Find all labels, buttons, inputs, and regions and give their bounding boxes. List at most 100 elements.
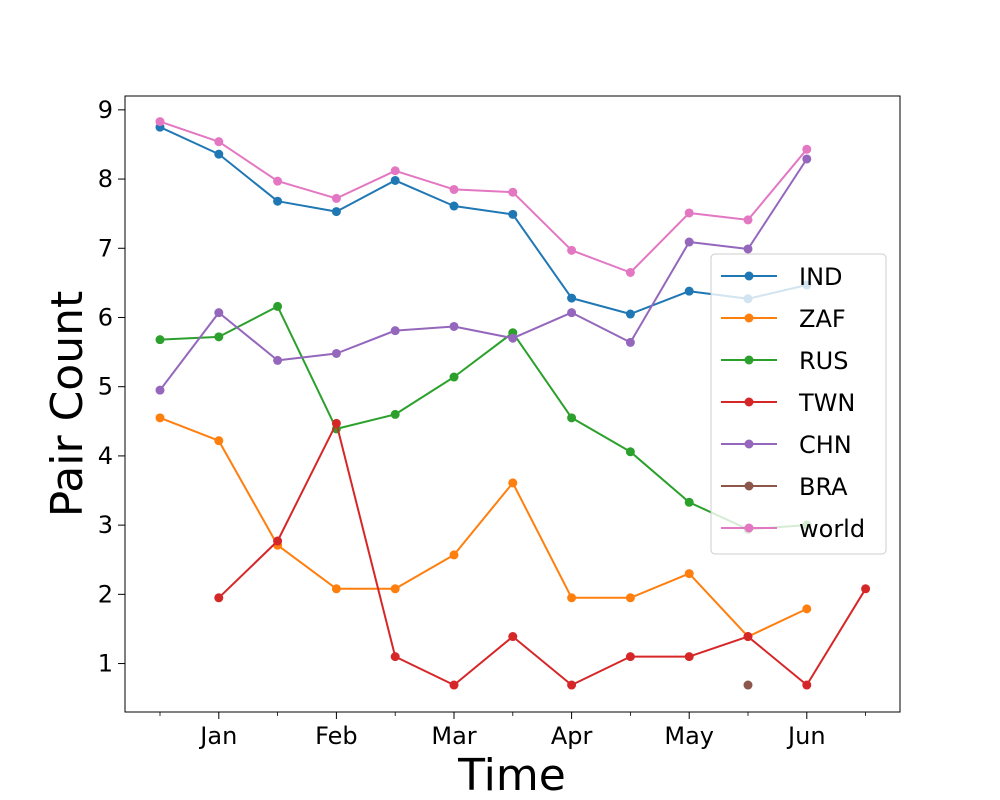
legend-item-bra: BRA	[721, 473, 848, 501]
data-point	[684, 208, 694, 218]
data-point	[331, 348, 341, 358]
legend: IND ZAF RUS TWN CHN BRA world	[710, 253, 887, 555]
data-point	[625, 267, 635, 277]
data-point	[508, 187, 518, 197]
legend-label: CHN	[799, 431, 852, 459]
y-tick-label: 6	[98, 303, 113, 331]
data-point	[390, 326, 400, 336]
y-tick-label: 9	[98, 96, 113, 124]
x-tick-label: Jun	[786, 722, 826, 750]
legend-marker	[744, 523, 754, 533]
data-point	[684, 286, 694, 296]
legend-items: IND ZAF RUS TWN CHN BRA world	[721, 263, 865, 543]
data-point	[449, 321, 459, 331]
series-chn	[155, 154, 812, 395]
data-point	[743, 215, 753, 225]
data-point	[625, 309, 635, 319]
legend-item-zaf: ZAF	[721, 305, 846, 333]
legend-label: RUS	[799, 347, 848, 375]
x-axis: Jan Feb Mar Apr May Jun	[159, 712, 866, 750]
data-point	[449, 550, 459, 560]
data-point	[802, 604, 812, 614]
series-twn	[214, 418, 871, 690]
data-point	[567, 293, 577, 303]
data-point	[331, 418, 341, 428]
legend-box	[710, 253, 887, 555]
legend-item-chn: CHN	[721, 431, 852, 459]
data-point	[625, 652, 635, 662]
data-point	[449, 201, 459, 211]
data-point	[743, 680, 753, 690]
y-tick-label: 8	[98, 165, 113, 193]
data-point	[567, 680, 577, 690]
data-point	[802, 154, 812, 164]
data-point	[508, 333, 518, 343]
data-point	[214, 149, 224, 159]
data-point	[508, 632, 518, 642]
x-tick-label: May	[664, 722, 714, 750]
data-point	[331, 193, 341, 203]
data-point	[273, 196, 283, 206]
data-point	[684, 497, 694, 507]
data-point	[743, 632, 753, 642]
data-point	[861, 584, 871, 594]
series-world	[155, 117, 812, 277]
data-point	[567, 593, 577, 603]
data-point	[625, 337, 635, 347]
data-point	[273, 301, 283, 311]
y-axis: 1 2 3 4 5 6 7 8 9	[98, 96, 125, 678]
data-point	[390, 652, 400, 662]
series-line	[159, 120, 808, 274]
data-point	[567, 245, 577, 255]
y-axis-title: Pair Count	[42, 291, 93, 518]
y-tick-label: 1	[98, 650, 113, 678]
data-point	[331, 584, 341, 594]
y-tick-label: 5	[98, 373, 113, 401]
data-point	[508, 209, 518, 219]
data-point	[155, 385, 165, 395]
data-point	[625, 593, 635, 603]
data-point	[214, 308, 224, 318]
data-point	[273, 176, 283, 186]
series-line	[159, 305, 807, 531]
data-point	[802, 144, 812, 154]
legend-label: TWN	[798, 389, 855, 417]
data-point	[567, 413, 577, 423]
x-tick-label: Mar	[431, 722, 476, 750]
y-tick-label: 4	[98, 442, 113, 470]
data-point	[390, 409, 400, 419]
y-tick-label: 2	[98, 580, 113, 608]
legend-marker	[744, 439, 754, 449]
legend-item-rus: RUS	[721, 347, 848, 375]
data-point	[449, 372, 459, 382]
data-point	[625, 447, 635, 457]
data-point	[508, 478, 518, 488]
y-tick-label: 7	[98, 234, 113, 262]
y-tick-label: 3	[98, 511, 113, 539]
legend-label: world	[799, 515, 865, 543]
data-point	[214, 332, 224, 342]
legend-item-world: world	[721, 515, 865, 543]
data-point	[273, 536, 283, 546]
data-point	[155, 117, 165, 127]
data-point	[155, 335, 165, 345]
data-point	[331, 207, 341, 217]
series-bra	[743, 680, 753, 690]
data-point	[390, 584, 400, 594]
series-line	[159, 416, 808, 638]
legend-marker	[744, 271, 754, 281]
x-axis-title: Time	[457, 750, 566, 800]
data-point	[155, 413, 165, 423]
legend-marker	[744, 481, 754, 491]
data-point	[390, 166, 400, 176]
legend-marker	[744, 355, 754, 365]
legend-label: BRA	[799, 473, 848, 501]
data-point	[743, 244, 753, 254]
data-point	[684, 569, 694, 579]
legend-label: IND	[799, 263, 843, 291]
legend-marker	[744, 397, 754, 407]
legend-item-ind: IND	[721, 263, 843, 291]
series-line	[159, 126, 808, 315]
data-point	[449, 680, 459, 690]
